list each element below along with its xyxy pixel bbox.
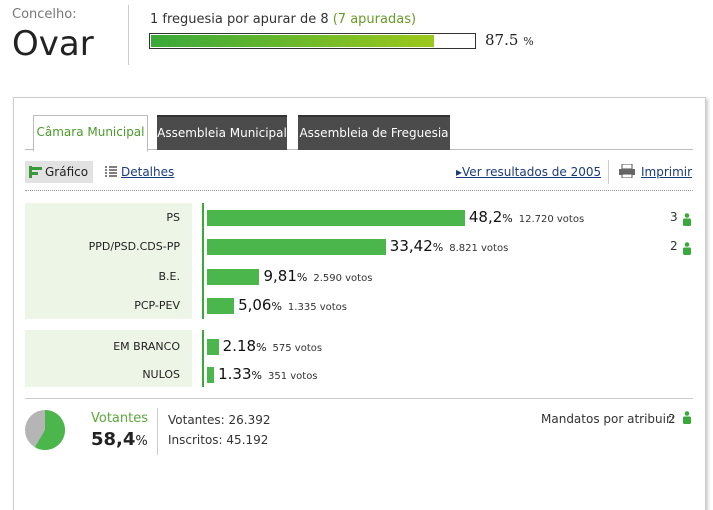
party-name: PPD/PSD.CDS-PP — [88, 240, 180, 253]
party-name: PS — [166, 211, 180, 224]
axis-line — [202, 330, 204, 387]
bar — [207, 239, 386, 255]
percent-sign: % — [296, 271, 308, 284]
progress-number: 87.5 — [485, 31, 519, 49]
percent-value: 5,06 — [238, 296, 272, 314]
pending-label: Mandatos por atribuir: — [541, 412, 675, 426]
progress-note: (7 apuradas) — [332, 12, 417, 27]
votes: 1.335 votos — [287, 302, 348, 313]
divider — [608, 160, 609, 184]
progress-text: 1 freguesia por apurar de 8 (7 apuradas) — [150, 12, 416, 27]
bar — [207, 210, 465, 226]
percent-sign: % — [271, 300, 282, 313]
bar-label: 33,42% 8.821 votos — [390, 236, 509, 255]
chart-icon — [29, 166, 42, 178]
tab[interactable]: Assembleia de Freguesia — [298, 115, 450, 150]
percent-value: 48,2 — [468, 208, 503, 226]
bar-label: 2.18% 575 votos — [223, 336, 322, 355]
bar-label: 9,81% 2.590 votos — [263, 266, 372, 285]
seat-icon-wrap — [682, 211, 692, 230]
pie-slice — [34, 410, 65, 450]
percent-value: 9,81 — [263, 267, 297, 285]
percent-sign: % — [523, 35, 534, 48]
bar — [207, 367, 215, 383]
party-name: EM BRANCO — [113, 340, 180, 353]
progress-bar — [149, 33, 476, 49]
dotted-line — [25, 190, 693, 191]
percent-sign: % — [502, 212, 513, 225]
panel — [13, 97, 706, 510]
bar — [207, 339, 219, 355]
voters: Votantes: 26.392 — [168, 413, 271, 427]
bar-label: 1.33% 351 votos — [218, 364, 317, 383]
party-name: B.E. — [158, 270, 181, 283]
details-icon — [105, 166, 117, 177]
chart-button[interactable]: Gráfico — [25, 161, 93, 183]
chart-label: Gráfico — [45, 165, 89, 179]
tab[interactable]: Assembleia Municipal — [157, 115, 287, 150]
separator — [25, 398, 693, 399]
percent-sign: % — [432, 241, 444, 254]
percent-value: 33,42 — [389, 237, 433, 255]
turnout-number: 58,4 — [91, 429, 136, 450]
previous-results-link[interactable]: ▸Ver resultados de 2005 — [456, 165, 601, 179]
progress-fill — [151, 35, 434, 47]
previous-results-text: Ver resultados de 2005 — [462, 165, 602, 179]
votes: 2.590 votos — [313, 273, 373, 284]
turnout-pie — [25, 410, 65, 450]
county-name: Ovar — [12, 24, 94, 64]
votes: 8.821 votos — [449, 243, 509, 254]
percent-sign: % — [251, 369, 262, 382]
percent-value: 1.33 — [218, 365, 252, 383]
print-link[interactable]: Imprimir — [641, 165, 693, 179]
party-name: NULOS — [142, 368, 180, 381]
turnout-value: 58,4% — [91, 429, 148, 450]
bar — [207, 269, 260, 285]
votes: 575 votos — [272, 343, 323, 354]
percent-value: 2.18 — [222, 337, 257, 355]
progress-text-main: 1 freguesia por apurar de 8 — [150, 12, 329, 27]
bar-label: 5,06% 1.335 votos — [238, 295, 347, 314]
details-link[interactable]: Detalhes — [121, 165, 175, 179]
bar — [207, 298, 235, 314]
votes: 12.720 votos — [518, 214, 585, 225]
tab[interactable]: Câmara Municipal — [33, 115, 148, 152]
print-icon — [619, 164, 635, 178]
divider — [157, 408, 158, 455]
bar-label: 48,2% 12.720 votos — [469, 207, 584, 226]
percent-sign: % — [256, 341, 267, 354]
label-box — [25, 330, 192, 387]
progress-value: 87.5 % — [485, 31, 534, 49]
arrow: ▸ — [456, 165, 463, 179]
percent-sign: % — [135, 434, 148, 449]
divider — [128, 5, 129, 65]
axis-line — [202, 203, 204, 319]
pending-seats: 2 — [668, 412, 676, 426]
label-box — [25, 203, 192, 319]
party-name: PCP-PEV — [134, 299, 180, 312]
seat-icon-wrap — [682, 240, 692, 259]
votes: 351 votos — [267, 371, 318, 382]
registered: Inscritos: 45.192 — [168, 433, 269, 447]
seat-icon — [683, 242, 691, 255]
seats: 3 — [670, 210, 678, 224]
county-label: Concelho: — [12, 7, 77, 22]
seat-icon — [683, 213, 691, 226]
turnout-label: Votantes — [91, 411, 149, 426]
seats: 2 — [670, 239, 678, 253]
seat-icon — [683, 411, 691, 424]
